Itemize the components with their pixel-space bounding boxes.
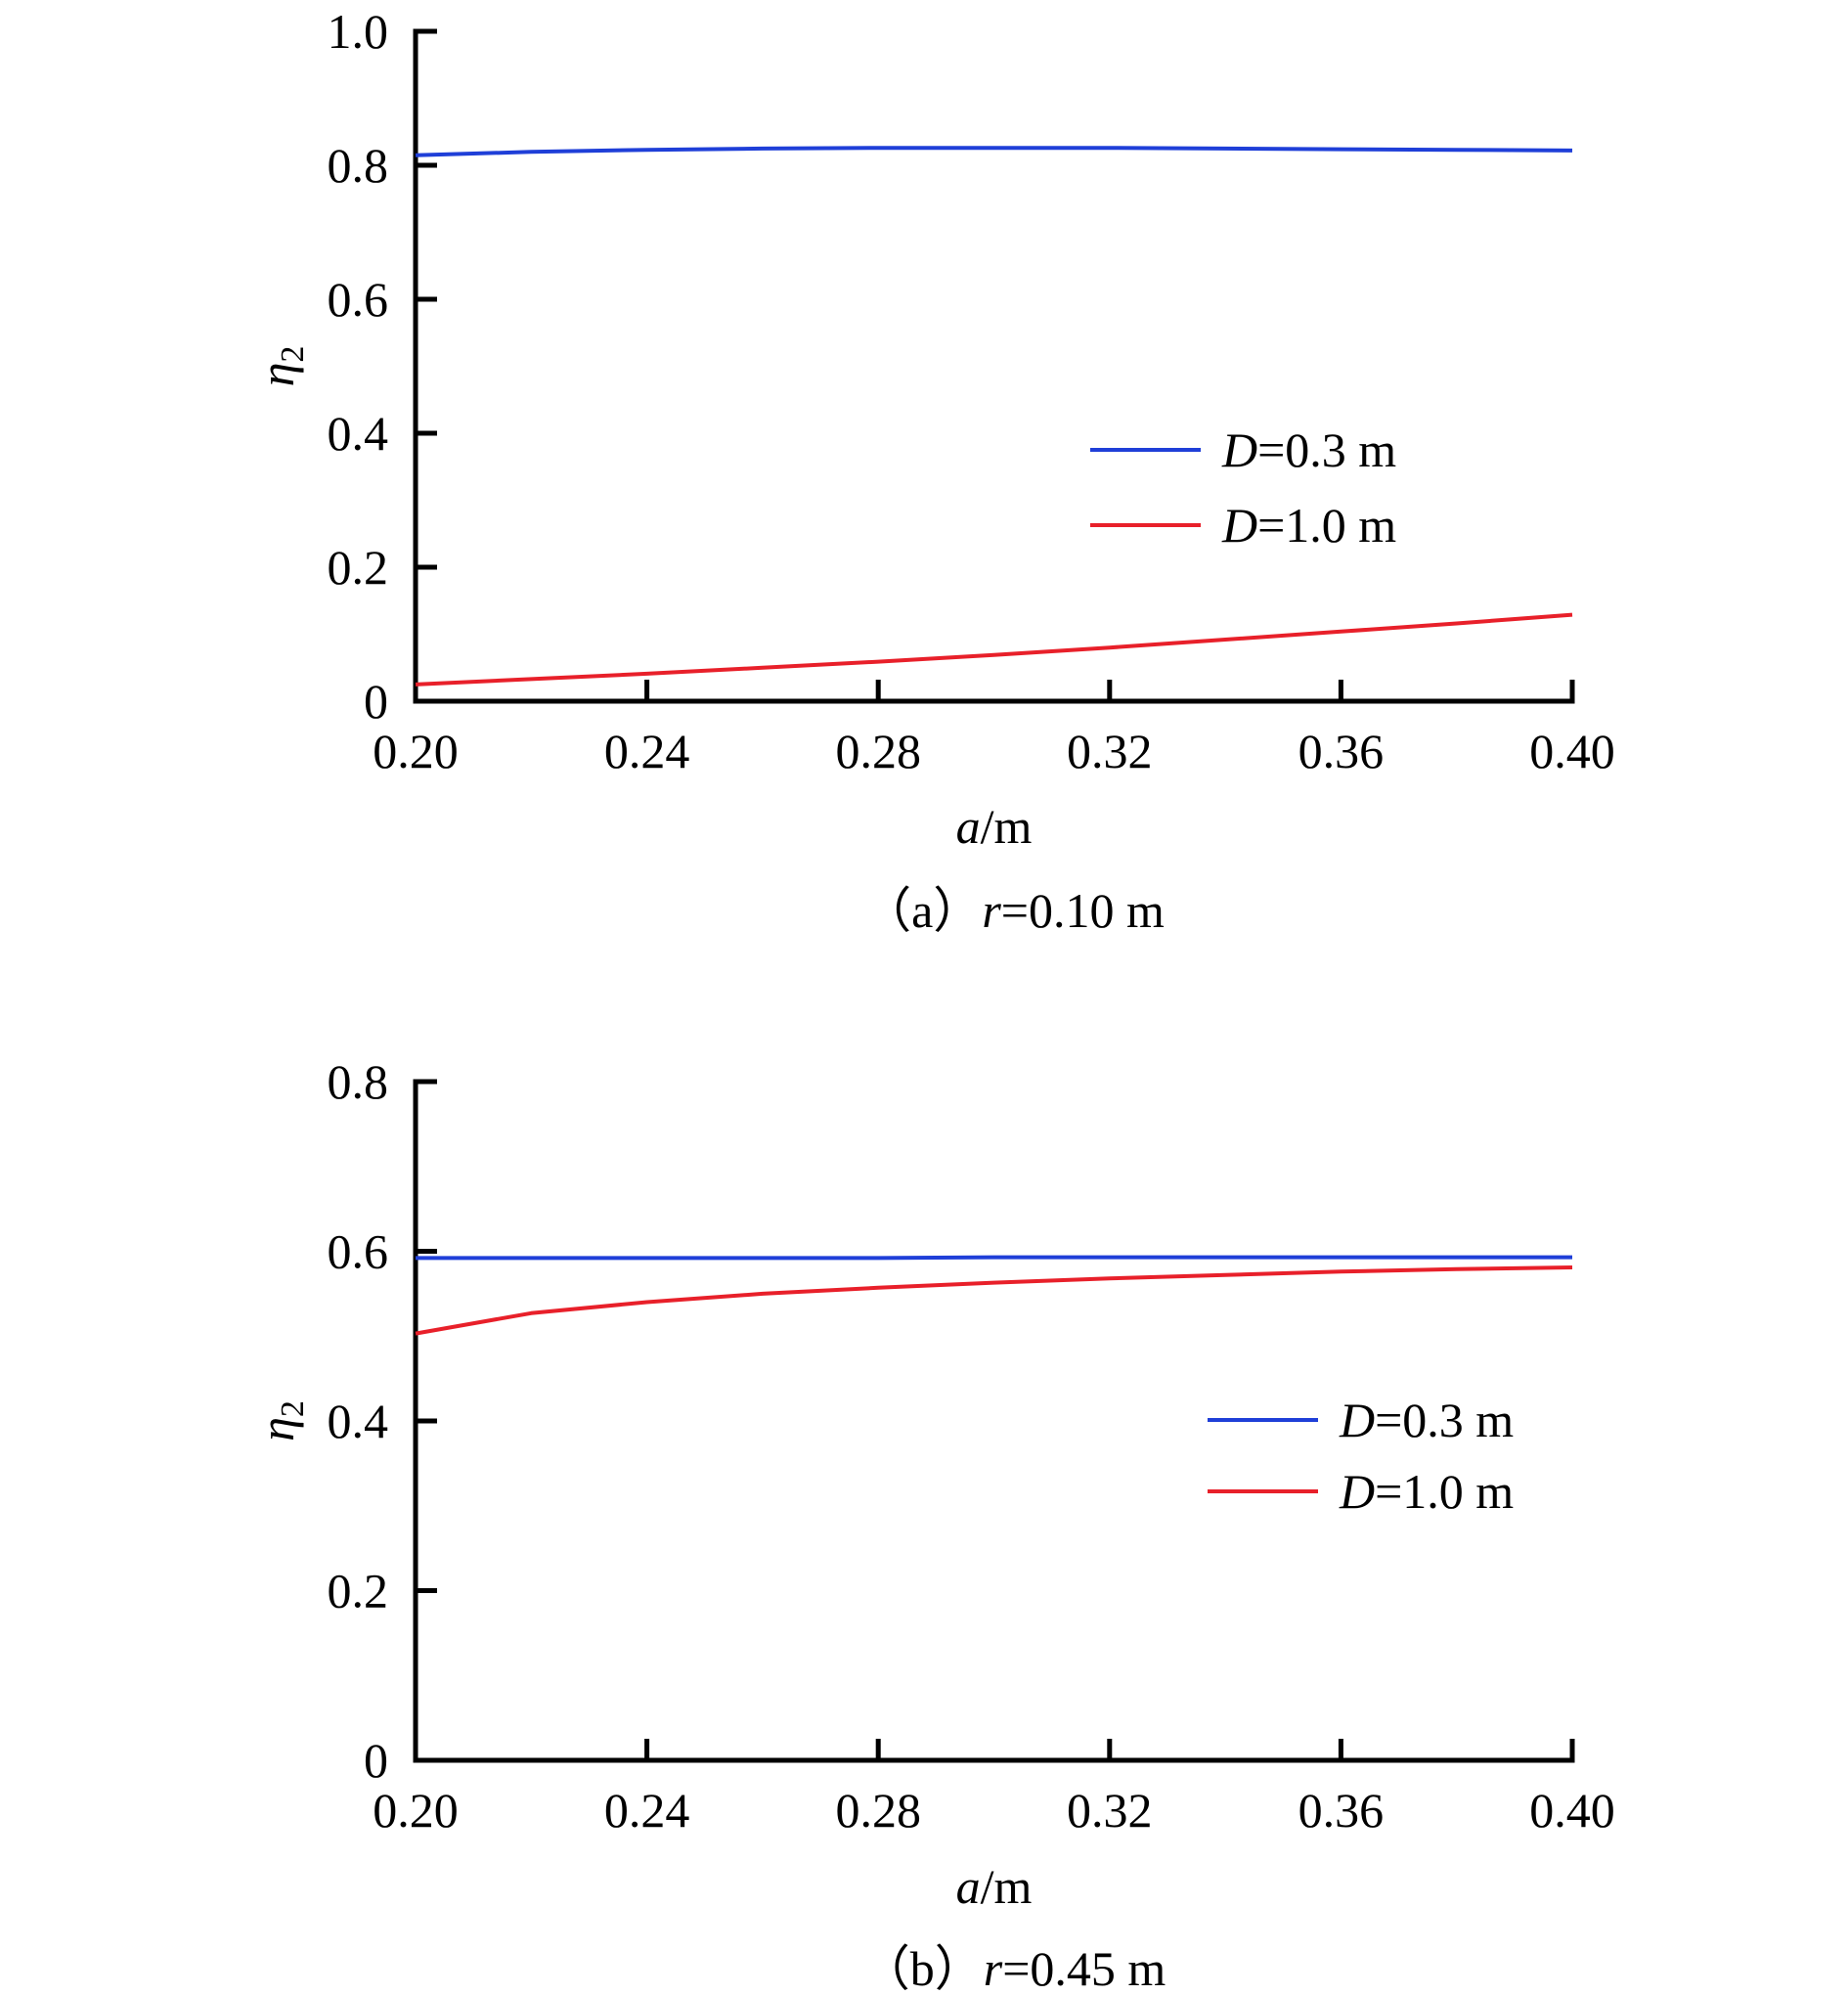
x-tick-label: 0.20 bbox=[373, 724, 459, 778]
chart-panel-b: 0 0.2 0.4 0.6 0.8 0.20 0.24 0.28 0.32 0.36 0.40 a/m… bbox=[249, 1054, 1615, 1995]
y-tick-label: 0.2 bbox=[328, 540, 389, 595]
legend-label-0: D=0.3 m bbox=[1221, 422, 1396, 477]
y-tick-label: 0.8 bbox=[328, 138, 389, 193]
y-tick-label: 0 bbox=[364, 674, 388, 729]
x-tick-label: 0.24 bbox=[604, 724, 690, 778]
x-tick-label: 0.28 bbox=[835, 724, 921, 778]
y-tick-label: 0 bbox=[364, 1733, 388, 1788]
legend-label-1: D=1.0 m bbox=[1221, 498, 1396, 553]
x-tick-label: 0.28 bbox=[835, 1783, 921, 1838]
x-tick-label: 0.40 bbox=[1529, 724, 1615, 778]
x-tick-label: 0.32 bbox=[1067, 1783, 1153, 1838]
y-tick-label: 0.4 bbox=[328, 406, 389, 461]
panel-caption: （a）r=0.10 m bbox=[862, 883, 1165, 938]
series-line-1 bbox=[415, 612, 1573, 687]
x-tick-label: 0.40 bbox=[1529, 1783, 1615, 1838]
chart-panel-a: 0 0.2 0.4 0.6 0.8 1.0 0.20 0.24 0.28 0.32 0.36 0.40… bbox=[249, 4, 1615, 938]
y-tick-label: 0.8 bbox=[328, 1054, 389, 1109]
legend: D=0.3 m D=1.0 m bbox=[1208, 1393, 1514, 1519]
legend: D=0.3 m D=1.0 m bbox=[1090, 422, 1396, 553]
panel-caption: （b）r=0.45 m bbox=[861, 1941, 1166, 1990]
y-tick-label: 0.2 bbox=[328, 1564, 389, 1618]
series-line-0 bbox=[415, 146, 1573, 157]
legend-label-1: D=1.0 m bbox=[1339, 1464, 1514, 1519]
legend-label-0: D=0.3 m bbox=[1339, 1393, 1514, 1447]
series-line-0 bbox=[416, 1255, 1572, 1261]
x-tick-label: 0.32 bbox=[1067, 724, 1153, 778]
y-tick-label: 0.6 bbox=[328, 272, 389, 327]
x-tick-label: 0.36 bbox=[1298, 1783, 1385, 1838]
x-axis-title: a/m bbox=[956, 799, 1033, 854]
x-tick-label: 0.24 bbox=[604, 1783, 690, 1838]
series-line-1 bbox=[415, 1265, 1573, 1336]
y-tick-label: 0.4 bbox=[328, 1394, 389, 1448]
x-tick-label: 0.36 bbox=[1298, 724, 1385, 778]
y-tick-label: 0.6 bbox=[328, 1224, 389, 1279]
x-tick-label: 0.20 bbox=[373, 1783, 459, 1838]
y-axis-title: η2 bbox=[249, 1400, 311, 1441]
y-tick-label: 1.0 bbox=[328, 4, 389, 59]
y-axis-title: η2 bbox=[249, 346, 311, 387]
x-axis-title: a/m bbox=[956, 1859, 1033, 1914]
